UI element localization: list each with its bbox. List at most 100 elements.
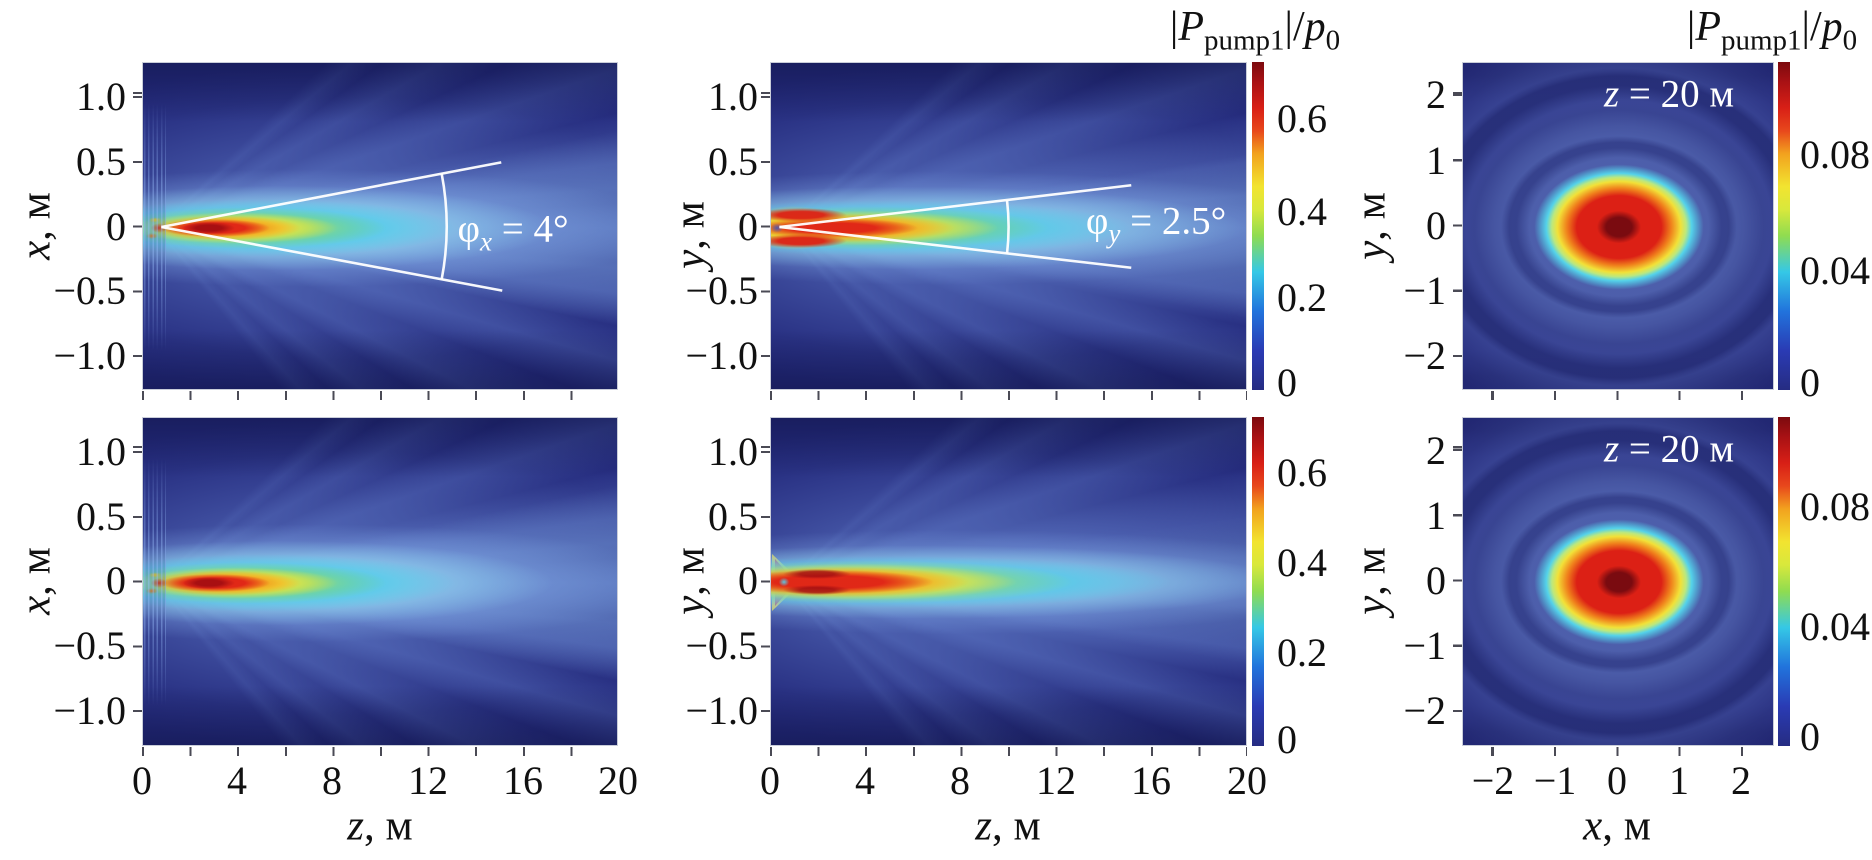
colorbar-tick-label: 0 (1800, 714, 1820, 759)
z-distance-annotation: z = 20 м (1604, 430, 1734, 469)
p0-symbol: p (1304, 4, 1326, 50)
y-axis-label: x, м (12, 192, 60, 260)
axis-variable: x (1583, 802, 1603, 850)
beam-field-yz (771, 418, 1246, 745)
colorbar-title-cross: |Ppump1|/p0 (1687, 4, 1857, 55)
pump-subscript: pump1 (1203, 24, 1285, 57)
colorbar-tick-label: 0 (1277, 717, 1297, 762)
y-tick-label: 0.5 (76, 139, 126, 184)
axis-unit: , м (12, 192, 60, 241)
phi-symbol: φ (1085, 199, 1109, 243)
y-tick-label: 0.5 (708, 139, 758, 184)
zero-subscript: 0 (1842, 24, 1858, 57)
y-tick-label: 1.0 (76, 74, 126, 119)
colorbar-tick-label: 0 (1277, 360, 1297, 405)
y-axis-ticks (1453, 62, 1462, 390)
phi-y-annotation: φy = 2.5° (1085, 199, 1227, 247)
y-tick-label: −1.0 (685, 688, 758, 733)
angle-arc (440, 173, 448, 280)
y-axis-ticks (133, 417, 142, 746)
x-tick-label: 0 (760, 758, 780, 803)
pressure-symbol: P (1695, 4, 1721, 50)
colorbar-tick-label: 0.2 (1277, 275, 1327, 320)
cone-lower-line (161, 225, 503, 292)
axis-variable: y (1347, 240, 1395, 260)
y-tick-label: 1 (1426, 493, 1446, 538)
x-tick-label: 20 (598, 758, 638, 803)
colorbar-tick-label: 0.04 (1800, 248, 1870, 293)
y-tick-label: −0.5 (685, 623, 758, 668)
x-axis-ticks (142, 747, 618, 756)
axis-variable: x (12, 595, 60, 615)
y-axis-ticks (761, 417, 770, 746)
y-axis-label: x, м (12, 547, 60, 615)
divergence-cone-annotation (779, 183, 1132, 270)
x-axis-ticks (770, 747, 1247, 756)
y-axis-ticks (1453, 417, 1462, 746)
axis-unit: , м (666, 547, 714, 596)
colorbar-tick-label: 0.4 (1277, 189, 1327, 234)
phi-x-annotation: φx = 4° (457, 207, 568, 255)
angle-arc (1005, 200, 1010, 254)
y-tick-label: −1 (1403, 623, 1446, 668)
cone-upper-line (779, 183, 1132, 229)
axis-variable: z (347, 802, 365, 850)
colorbar-cross-top (1778, 62, 1790, 390)
x-tick-label: 0 (1607, 758, 1627, 803)
y-tick-label: 0 (1426, 558, 1446, 603)
axis-variable: y (666, 249, 714, 269)
y-tick-label: 1.0 (708, 429, 758, 474)
x-tick-label: 8 (322, 758, 342, 803)
x-axis-label: x, м (1583, 805, 1651, 848)
colorbar-title-pump: |Ppump1|/p0 (1169, 4, 1340, 55)
x-tick-label: 16 (1131, 758, 1171, 803)
y-axis-label: y, м (1347, 547, 1395, 615)
heatmap-panel-yz-top: φy = 2.5° (770, 62, 1247, 390)
heatmap-panel-xz-bottom (142, 417, 618, 746)
z-value: = 20 м (1619, 72, 1735, 116)
colorbar-pump-bottom (1252, 417, 1264, 746)
z-distance-annotation: z = 20 м (1604, 75, 1734, 114)
y-tick-label: 2 (1426, 72, 1446, 117)
x-tick-label: −2 (1471, 758, 1515, 803)
x-axis-ticks (1462, 391, 1774, 400)
x-tick-label: 4 (227, 758, 247, 803)
heatmap-panel-cross-top: z = 20 м (1462, 62, 1774, 390)
p0-symbol: p (1821, 4, 1843, 50)
y-tick-label: 2 (1426, 428, 1446, 473)
y-tick-label: −1.0 (53, 688, 126, 733)
y-tick-label: −1.0 (685, 333, 758, 378)
bar-slash-glyph: |/ (1801, 4, 1822, 50)
bar-glyph: | (1169, 4, 1179, 50)
colorbar-cross-bottom (1778, 417, 1790, 746)
axis-variable: y (666, 595, 714, 615)
x-axis-ticks (142, 391, 618, 400)
beam-field-xz (143, 63, 617, 389)
heatmap-panel-cross-bottom: z = 20 м (1462, 417, 1774, 746)
axis-unit: , м (12, 547, 60, 596)
y-tick-label: −2 (1403, 333, 1446, 378)
y-tick-label: −0.5 (53, 623, 126, 668)
zero-subscript: 0 (1325, 24, 1341, 57)
phi-subscript: y (1108, 218, 1121, 249)
y-tick-label: 0 (1426, 203, 1446, 248)
divergence-cone-annotation (161, 161, 503, 292)
y-axis-label: y, м (666, 547, 714, 615)
axis-variable: y (1347, 595, 1395, 615)
beam-field-xz (143, 418, 617, 745)
phi-value: = 2.5° (1120, 199, 1227, 243)
colorbar-tick-label: 0.6 (1277, 96, 1327, 141)
y-tick-label: 0 (106, 204, 126, 249)
phi-subscript: x (479, 226, 492, 257)
x-tick-label: 2 (1731, 758, 1751, 803)
axis-unit: , м (1602, 802, 1651, 850)
x-tick-label: 12 (1036, 758, 1076, 803)
y-tick-label: −1 (1403, 268, 1446, 313)
colorbar-tick-label: 0.08 (1800, 132, 1870, 177)
heatmap-panel-xz-top: φx = 4° (142, 62, 618, 390)
near-field-striations (144, 103, 166, 351)
phi-symbol: φ (457, 207, 480, 251)
x-tick-label: 0 (132, 758, 152, 803)
axis-unit: , м (666, 201, 714, 250)
